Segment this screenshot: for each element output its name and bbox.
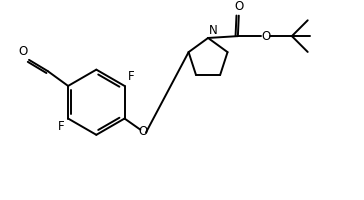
Text: F: F xyxy=(58,120,64,133)
Text: N: N xyxy=(209,24,218,37)
Text: O: O xyxy=(139,125,148,138)
Text: O: O xyxy=(18,45,27,58)
Text: O: O xyxy=(234,0,244,13)
Text: O: O xyxy=(261,30,270,43)
Text: F: F xyxy=(128,70,135,83)
